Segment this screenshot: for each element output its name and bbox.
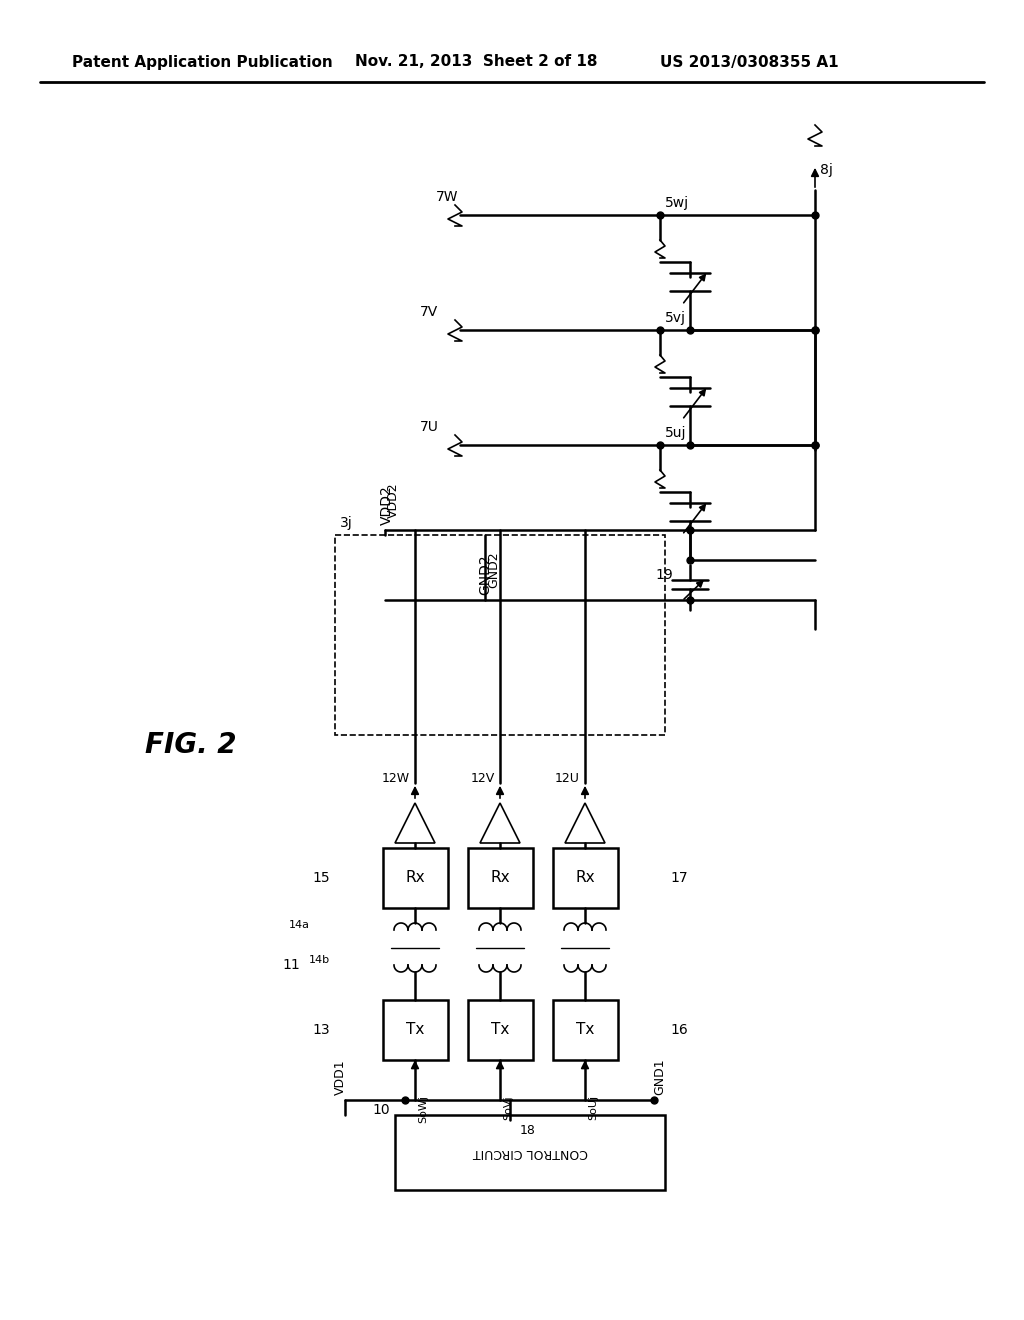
Text: 5uj: 5uj	[665, 426, 686, 440]
Text: 12U: 12U	[555, 771, 580, 784]
Text: SoWj: SoWj	[418, 1096, 428, 1123]
Text: 7W: 7W	[436, 190, 459, 205]
Text: 5wj: 5wj	[665, 195, 689, 210]
Text: 16: 16	[670, 1023, 688, 1038]
Text: 10: 10	[373, 1104, 390, 1117]
Text: 19: 19	[655, 568, 673, 582]
Bar	[553, 847, 617, 908]
Text: 14a: 14a	[289, 920, 310, 931]
Text: GND2: GND2	[478, 554, 492, 595]
Text: FIG. 2: FIG. 2	[145, 731, 237, 759]
Text: Tx: Tx	[575, 1023, 594, 1038]
Text: 13: 13	[312, 1023, 330, 1038]
Text: Tx: Tx	[490, 1023, 509, 1038]
Text: Patent Application Publication: Patent Application Publication	[72, 54, 333, 70]
Text: GND2: GND2	[487, 552, 500, 589]
Bar	[468, 847, 532, 908]
Text: Rx: Rx	[575, 870, 595, 886]
Text: 3j: 3j	[340, 516, 352, 531]
Bar	[383, 1001, 447, 1060]
Text: GND1: GND1	[653, 1059, 667, 1096]
Bar	[395, 1115, 665, 1191]
Text: Nov. 21, 2013  Sheet 2 of 18: Nov. 21, 2013 Sheet 2 of 18	[355, 54, 597, 70]
Text: Tx: Tx	[406, 1023, 424, 1038]
Text: Rx: Rx	[406, 870, 425, 886]
Bar	[335, 535, 665, 735]
Text: 18: 18	[520, 1123, 536, 1137]
Text: 8j: 8j	[820, 162, 833, 177]
Text: SoUj: SoUj	[588, 1096, 598, 1121]
Text: 12V: 12V	[471, 771, 495, 784]
Text: 7V: 7V	[420, 305, 438, 319]
Text: SoVj: SoVj	[503, 1096, 513, 1119]
Text: 14b: 14b	[309, 954, 330, 965]
Text: 11: 11	[283, 958, 300, 972]
Bar	[553, 1001, 617, 1060]
Bar	[468, 1001, 532, 1060]
Text: US 2013/0308355 A1: US 2013/0308355 A1	[660, 54, 839, 70]
Bar	[383, 847, 447, 908]
Text: CONTROL CIRCUIT: CONTROL CIRCUIT	[472, 1146, 588, 1159]
Text: Rx: Rx	[490, 870, 510, 886]
Text: 7U: 7U	[420, 420, 439, 434]
Text: VDD1: VDD1	[334, 1060, 346, 1096]
Text: 15: 15	[312, 871, 330, 884]
Text: VDD2: VDD2	[387, 482, 400, 517]
Text: 17: 17	[670, 871, 688, 884]
Text: 12W: 12W	[382, 771, 410, 784]
Text: VDD2: VDD2	[380, 486, 394, 525]
Text: 5vj: 5vj	[665, 312, 686, 325]
